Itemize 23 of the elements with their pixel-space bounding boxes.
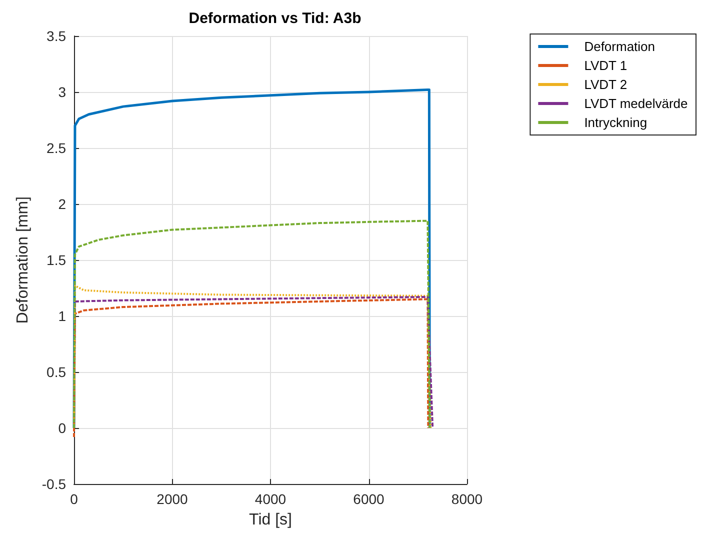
legend-label: LVDT 2 (584, 77, 628, 92)
x-tick-label: 6000 (353, 491, 385, 507)
y-tick-label: 0 (58, 420, 66, 436)
chart-title: Deformation vs Tid: A3b (188, 10, 362, 27)
x-tick-label: 2000 (156, 491, 188, 507)
x-tick-label: 8000 (451, 491, 483, 507)
x-tick-label: 0 (70, 491, 78, 507)
legend-label: LVDT medelvärde (584, 96, 688, 111)
y-tick-label: 3 (58, 84, 66, 100)
x-axis-title: Tid [s] (249, 512, 292, 528)
line-series (73, 220, 431, 429)
legend-label: LVDT 1 (584, 58, 628, 73)
x-tick-label: 4000 (254, 491, 286, 507)
legend-label: Deformation (584, 39, 656, 54)
y-axis-title: Deformation [mm] (14, 196, 32, 324)
y-tick-label: 2 (58, 196, 66, 212)
legend-label: Intryckning (584, 115, 648, 130)
y-tick-label: 1 (58, 308, 66, 324)
y-tick-label: -0.5 (42, 476, 66, 492)
y-tick-label: 3.5 (46, 28, 66, 44)
y-tick-label: 0.5 (46, 364, 66, 380)
y-tick-label: 1.5 (46, 252, 66, 268)
y-tick-label: 2.5 (46, 140, 66, 156)
